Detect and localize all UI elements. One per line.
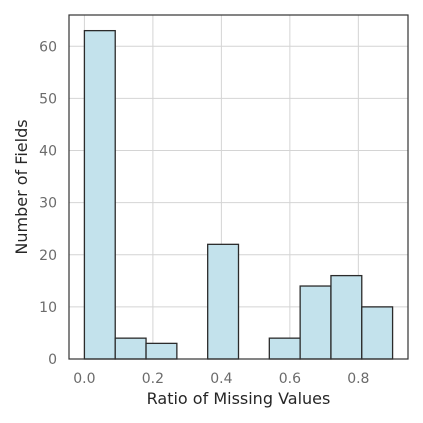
histogram-bar-0 (83, 29, 116, 360)
x-axis-ticks: 0.0 0.2 0.4 0.6 0.8 (73, 371, 369, 387)
histogram-bar-1 (114, 337, 147, 360)
x-tick-label-1: 0.2 (142, 371, 164, 387)
y-tick-label-5: 50 (39, 91, 57, 107)
y-tick-label-2: 20 (39, 248, 57, 264)
histogram-bar-6 (268, 337, 301, 360)
x-axis-title: Ratio of Missing Values (147, 389, 331, 408)
y-tick-label-4: 40 (39, 144, 57, 160)
histogram-bars (83, 29, 394, 360)
histogram-bar-8 (330, 274, 363, 360)
y-axis-ticks: 0 10 20 30 40 50 60 (39, 39, 57, 368)
y-tick-label-6: 60 (39, 39, 57, 55)
histogram-bar-9 (361, 306, 394, 360)
x-tick-label-4: 0.8 (347, 371, 369, 387)
histogram-bar-4 (207, 243, 240, 360)
x-tick-label-0: 0.0 (73, 371, 95, 387)
x-tick-label-2: 0.4 (210, 371, 232, 387)
plot-frame (68, 14, 409, 360)
histogram-bar-2 (145, 342, 178, 360)
y-axis-title: Number of Fields (12, 119, 31, 254)
histogram-bar-7 (299, 285, 332, 360)
y-tick-label-1: 10 (39, 300, 57, 316)
x-tick-label-3: 0.6 (279, 371, 301, 387)
y-tick-label-0: 0 (48, 352, 57, 368)
y-tick-label-3: 30 (39, 196, 57, 212)
